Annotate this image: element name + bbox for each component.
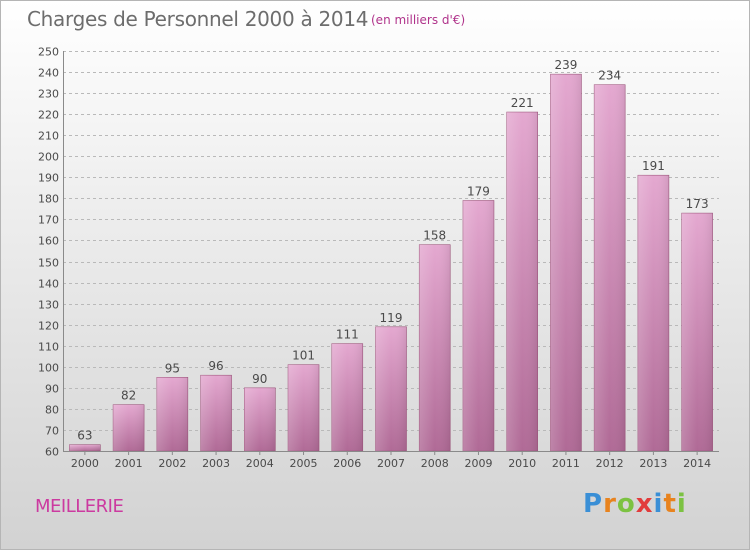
data-label: 234 [598, 69, 621, 83]
logo-letter: i [653, 489, 664, 519]
x-tick-label: 2013 [639, 457, 667, 470]
data-label: 82 [121, 389, 136, 403]
y-tick-label: 70 [45, 425, 59, 438]
x-tick-label: 2008 [421, 457, 449, 470]
bar-shade [69, 444, 101, 451]
y-tick-label: 240 [38, 67, 59, 80]
y-tick-label: 100 [38, 362, 59, 375]
y-tick-label: 140 [38, 278, 59, 291]
x-tick-label: 2011 [552, 457, 580, 470]
proxiti-logo[interactable]: Proxiti [583, 489, 687, 519]
chart-title: Charges de Personnel 2000 à 2014 [27, 7, 369, 31]
bar-shade [637, 175, 669, 452]
data-label: 158 [423, 229, 446, 243]
data-label: 90 [252, 372, 267, 386]
y-tick-label: 190 [38, 172, 59, 185]
y-tick-label: 150 [38, 257, 59, 270]
x-tick-label: 2000 [71, 457, 99, 470]
bar-shade [550, 74, 582, 451]
data-label: 96 [208, 359, 223, 373]
chart-subtitle: (en milliers d'€) [371, 13, 466, 27]
y-tick-label: 60 [45, 446, 59, 459]
data-label: 101 [292, 349, 315, 363]
data-label: 221 [511, 96, 534, 110]
x-tick-label: 2001 [115, 457, 143, 470]
y-tick-label: 250 [38, 46, 59, 59]
bar-shade [506, 112, 538, 451]
logo-letter: P [583, 489, 604, 519]
x-tick-label: 2006 [333, 457, 361, 470]
bar-shade [594, 84, 626, 452]
x-tick-label: 2005 [290, 457, 318, 470]
data-label: 191 [642, 159, 665, 173]
data-label: 95 [165, 361, 180, 375]
x-tick-label: 2012 [596, 457, 624, 470]
y-tick-label: 90 [45, 383, 59, 396]
y-tick-label: 80 [45, 404, 59, 417]
y-tick-label: 180 [38, 193, 59, 206]
bar-shade [331, 343, 363, 451]
y-tick-label: 230 [38, 88, 59, 101]
x-tick-label: 2004 [246, 457, 274, 470]
logo-letter: o [616, 489, 636, 519]
y-tick-label: 130 [38, 299, 59, 312]
logo-letter: r [603, 489, 617, 519]
y-tick-label: 160 [38, 235, 59, 248]
bar-shade [681, 213, 713, 451]
bar-shade [419, 244, 451, 451]
x-tick-label: 2010 [508, 457, 536, 470]
x-tick-label: 2003 [202, 457, 230, 470]
logo-letter: i [676, 489, 687, 519]
y-tick-label: 110 [38, 341, 59, 354]
y-tick-label: 200 [38, 151, 59, 164]
bar-shade [375, 326, 407, 451]
bar-shade [156, 377, 188, 451]
data-label: 119 [380, 311, 403, 325]
commune-name: MEILLERIE [35, 496, 124, 517]
logo-letter: t [663, 489, 677, 519]
y-tick-label: 210 [38, 130, 59, 143]
bar-shade [244, 387, 276, 451]
bar-shade [200, 375, 232, 451]
bar-shade [288, 364, 320, 451]
data-label: 111 [336, 328, 359, 342]
data-label: 63 [77, 429, 92, 443]
bar-shade [113, 404, 145, 451]
y-tick-label: 220 [38, 109, 59, 122]
y-tick-label: 170 [38, 214, 59, 227]
bar-shade [462, 200, 494, 451]
x-tick-label: 2002 [158, 457, 186, 470]
logo-letter: x [635, 489, 654, 519]
data-label: 239 [554, 58, 577, 72]
x-tick-label: 2007 [377, 457, 405, 470]
data-label: 173 [686, 197, 709, 211]
x-tick-label: 2014 [683, 457, 711, 470]
data-label: 179 [467, 184, 490, 198]
y-tick-label: 120 [38, 320, 59, 333]
x-tick-label: 2009 [464, 457, 492, 470]
